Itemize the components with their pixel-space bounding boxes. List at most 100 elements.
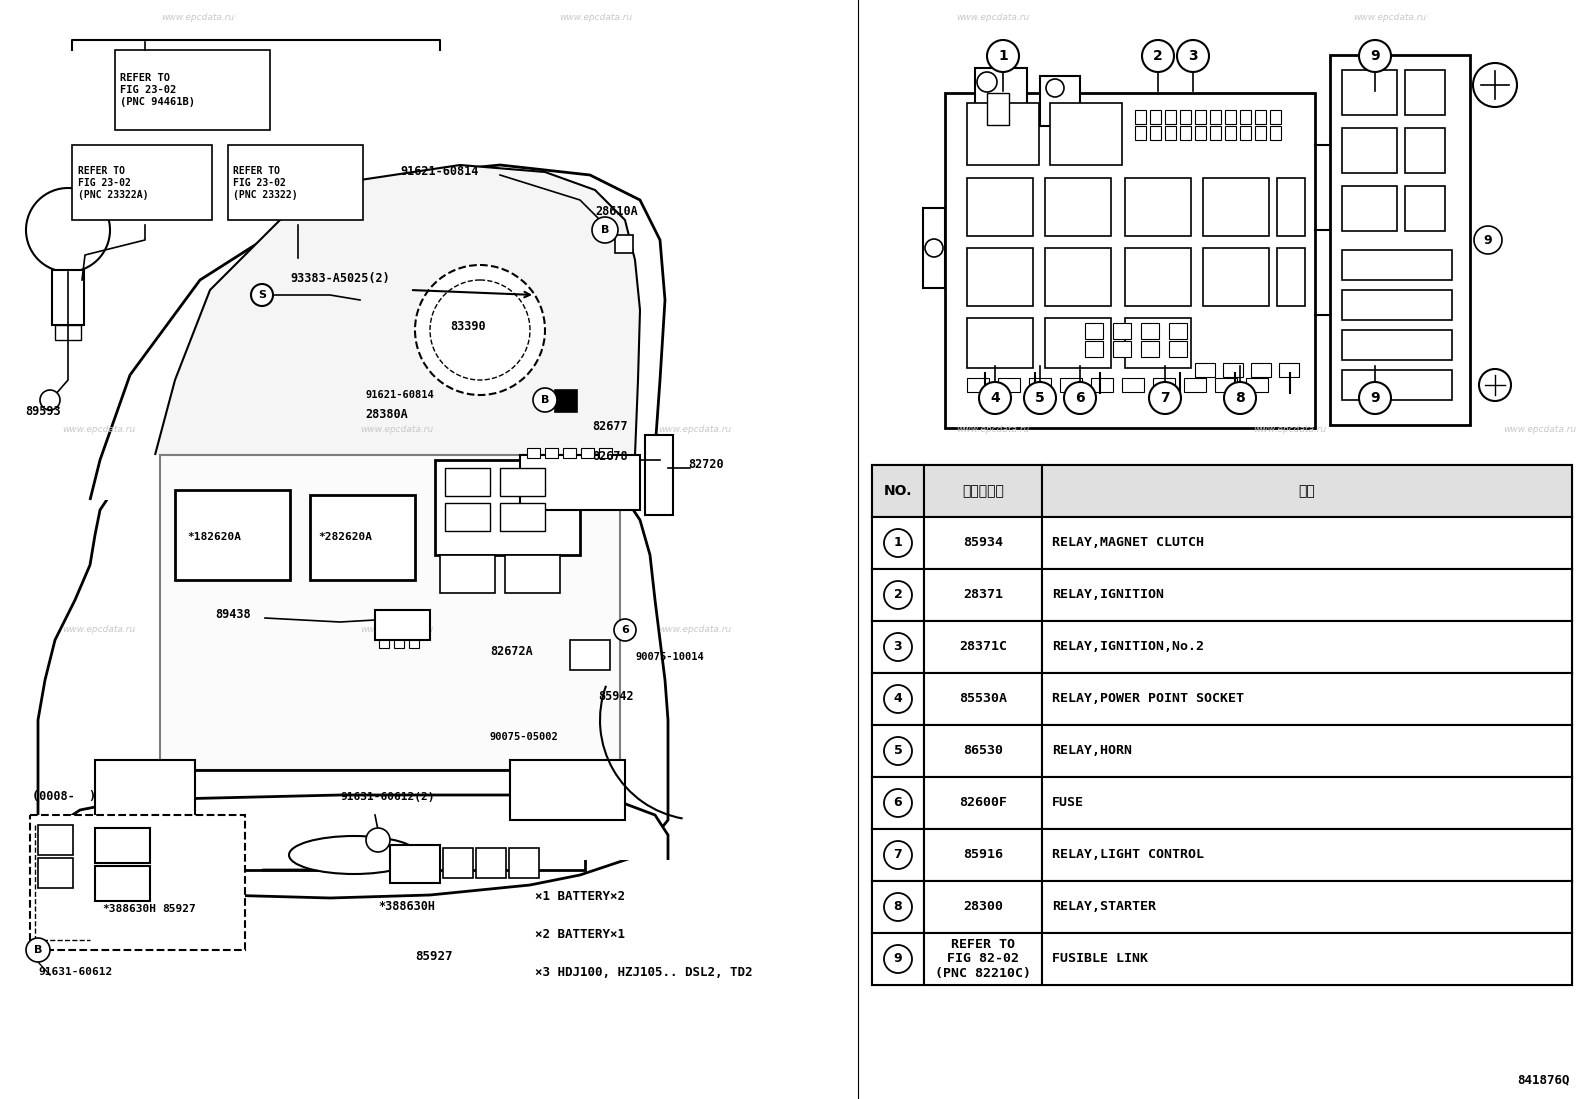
- Bar: [544, 448, 559, 458]
- Text: REFER TO
FIG 23-02
(PNC 94461B): REFER TO FIG 23-02 (PNC 94461B): [119, 74, 194, 107]
- Bar: [1342, 127, 1398, 173]
- Bar: [1210, 126, 1221, 140]
- Bar: [1086, 341, 1103, 357]
- Text: B: B: [33, 945, 41, 955]
- Bar: [923, 569, 1043, 621]
- Bar: [570, 640, 610, 670]
- Bar: [1060, 378, 1083, 392]
- Circle shape: [25, 188, 110, 271]
- Bar: [56, 325, 81, 340]
- Bar: [1122, 378, 1145, 392]
- Bar: [161, 455, 619, 770]
- Text: RELAY,IGNITION,No.2: RELAY,IGNITION,No.2: [1052, 641, 1204, 654]
- Text: RELAY,STARTER: RELAY,STARTER: [1052, 900, 1156, 913]
- Text: 9: 9: [1371, 49, 1380, 63]
- Text: 82600F: 82600F: [958, 797, 1008, 810]
- Text: www.epcdata.ru: www.epcdata.ru: [1253, 425, 1326, 434]
- Text: FUSE: FUSE: [1052, 797, 1084, 810]
- Bar: [1406, 127, 1446, 173]
- Bar: [409, 640, 419, 648]
- Text: www.epcdata.ru: www.epcdata.ru: [62, 625, 135, 634]
- Bar: [1044, 318, 1111, 368]
- Text: 28371C: 28371C: [958, 641, 1008, 654]
- Ellipse shape: [290, 836, 419, 874]
- Text: 82672A: 82672A: [490, 645, 533, 658]
- Circle shape: [925, 238, 942, 257]
- Bar: [1184, 378, 1207, 392]
- Bar: [379, 640, 388, 648]
- Bar: [872, 933, 923, 985]
- Bar: [1196, 363, 1215, 377]
- Bar: [872, 621, 923, 673]
- Bar: [974, 68, 1027, 126]
- Text: 5: 5: [893, 744, 903, 757]
- Text: 1: 1: [998, 49, 1008, 63]
- Text: B: B: [541, 395, 549, 406]
- Text: 841876Q: 841876Q: [1517, 1074, 1570, 1087]
- Text: REFER TO
FIG 23-02
(PNC 23322A): REFER TO FIG 23-02 (PNC 23322A): [78, 166, 148, 200]
- Bar: [615, 235, 634, 253]
- Text: 89438: 89438: [215, 608, 250, 621]
- Text: (0008-  ): (0008- ): [32, 790, 96, 803]
- Bar: [505, 555, 560, 593]
- Circle shape: [884, 737, 912, 765]
- PathPatch shape: [91, 165, 665, 500]
- Circle shape: [1063, 382, 1095, 414]
- Circle shape: [884, 529, 912, 557]
- Bar: [1113, 341, 1130, 357]
- Bar: [1043, 673, 1571, 725]
- Bar: [1043, 829, 1571, 881]
- Bar: [1141, 323, 1159, 338]
- Text: 89593: 89593: [25, 406, 60, 418]
- Bar: [923, 777, 1043, 829]
- Bar: [1342, 249, 1452, 280]
- Text: NO.: NO.: [884, 484, 912, 498]
- Bar: [1043, 881, 1571, 933]
- Circle shape: [977, 73, 997, 92]
- Text: B: B: [600, 225, 610, 235]
- Bar: [1180, 110, 1191, 124]
- Text: 3: 3: [893, 641, 903, 654]
- Text: 8: 8: [1235, 391, 1245, 406]
- Bar: [393, 640, 404, 648]
- Bar: [966, 178, 1033, 236]
- Circle shape: [884, 841, 912, 869]
- Text: 83390: 83390: [451, 320, 486, 333]
- Text: www.epcdata.ru: www.epcdata.ru: [957, 625, 1030, 634]
- Text: www.epcdata.ru: www.epcdata.ru: [62, 425, 135, 434]
- Text: 9: 9: [1484, 233, 1492, 246]
- Bar: [872, 881, 1571, 933]
- Text: 6: 6: [621, 625, 629, 635]
- Text: 品名コード: 品名コード: [962, 484, 1005, 498]
- Bar: [1091, 378, 1113, 392]
- Text: 91631-60612(2): 91631-60612(2): [341, 792, 435, 802]
- Text: 9: 9: [893, 953, 903, 966]
- Text: RELAY,POWER POINT SOCKET: RELAY,POWER POINT SOCKET: [1052, 692, 1243, 706]
- Bar: [1113, 323, 1130, 338]
- Text: 2: 2: [893, 588, 903, 601]
- Circle shape: [1024, 382, 1055, 414]
- Bar: [1043, 933, 1571, 985]
- Circle shape: [1046, 79, 1063, 97]
- Bar: [476, 848, 506, 878]
- Circle shape: [430, 280, 530, 380]
- Bar: [1149, 126, 1161, 140]
- Bar: [310, 495, 416, 580]
- Bar: [1270, 126, 1282, 140]
- Bar: [1180, 126, 1191, 140]
- Bar: [872, 725, 1571, 777]
- Text: 4: 4: [990, 391, 1000, 406]
- Text: *282620A: *282620A: [318, 532, 373, 542]
- Text: 85927: 85927: [162, 904, 196, 914]
- Text: 4: 4: [893, 692, 903, 706]
- Bar: [96, 866, 150, 901]
- Bar: [1406, 186, 1446, 231]
- Text: RELAY,MAGNET CLUTCH: RELAY,MAGNET CLUTCH: [1052, 536, 1204, 550]
- Text: 6: 6: [893, 797, 903, 810]
- Bar: [500, 503, 544, 531]
- Bar: [1040, 76, 1079, 126]
- Bar: [923, 725, 1043, 777]
- Bar: [1086, 323, 1103, 338]
- Bar: [1126, 178, 1191, 236]
- Text: 93383-A5025(2): 93383-A5025(2): [290, 271, 390, 285]
